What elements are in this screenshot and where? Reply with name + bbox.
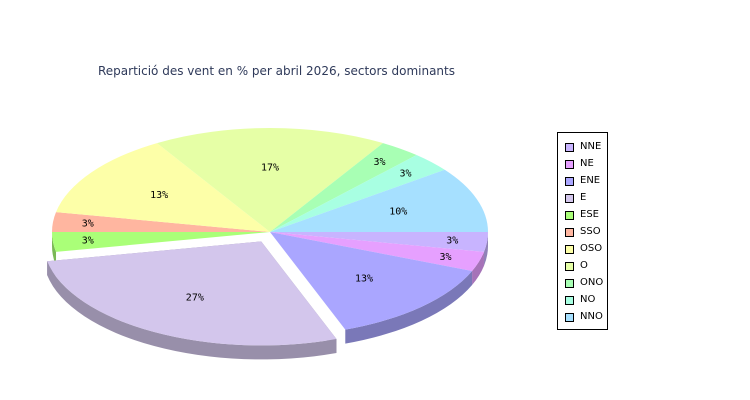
legend-swatch xyxy=(565,159,574,169)
legend-swatch xyxy=(565,261,574,271)
legend-label: OSO xyxy=(580,243,603,254)
legend-item-no: NO xyxy=(565,294,595,306)
slice-side-ne xyxy=(472,251,484,286)
slice-side-e xyxy=(47,261,337,360)
slice-ne xyxy=(270,232,484,272)
slice-label-o: 17% xyxy=(261,163,279,174)
slice-side-nne xyxy=(483,232,488,266)
legend-swatch xyxy=(565,244,574,254)
slice-label-sso: 3% xyxy=(82,219,94,230)
slice-label-ne: 3% xyxy=(440,252,452,263)
legend-item-ene: ENE xyxy=(565,175,600,187)
slice-side-ese xyxy=(52,232,57,266)
slice-label-nno: 10% xyxy=(389,207,407,218)
slice-label-nne: 3% xyxy=(446,235,458,246)
slice-no xyxy=(270,155,445,232)
slice-ese xyxy=(52,232,270,252)
slice-o xyxy=(156,128,384,232)
slice-label-ono: 3% xyxy=(374,157,386,168)
legend-item-nno: NNO xyxy=(565,311,603,323)
chart-title: Repartició des vent en % per abril 2026,… xyxy=(98,64,455,78)
legend-item-oso: OSO xyxy=(565,243,602,255)
legend-swatch xyxy=(565,227,574,237)
legend-swatch xyxy=(565,193,574,203)
slice-label-ene: 13% xyxy=(355,273,373,284)
slice-label-ese: 3% xyxy=(82,235,94,246)
legend-label: NO xyxy=(580,294,596,305)
slice-nne xyxy=(270,232,488,252)
legend-swatch xyxy=(565,295,574,305)
legend-label: NE xyxy=(580,158,594,169)
legend-swatch xyxy=(565,312,574,322)
legend-label: SSO xyxy=(580,226,601,237)
slice-sso xyxy=(52,212,270,232)
legend-label: ESE xyxy=(580,209,599,220)
legend-label: ONO xyxy=(580,277,604,288)
slice-side-ene xyxy=(345,271,473,344)
legend-label: NNO xyxy=(580,311,603,322)
slice-ene xyxy=(270,232,473,330)
legend-item-ese: ESE xyxy=(565,209,599,221)
legend-item-o: O xyxy=(565,260,588,272)
legend-swatch xyxy=(565,176,574,186)
legend-label: ENE xyxy=(580,175,601,186)
slice-label-no: 3% xyxy=(400,168,412,179)
legend-label: E xyxy=(580,192,587,203)
slice-oso xyxy=(56,143,270,232)
legend-item-ne: NE xyxy=(565,158,594,170)
legend-item-e: E xyxy=(565,192,586,204)
legend: NNE NE ENE E ESE SSO OSO O ONO NO NNO xyxy=(557,132,608,330)
legend-swatch xyxy=(565,142,574,152)
legend-swatch xyxy=(565,278,574,288)
legend-swatch xyxy=(565,210,574,220)
slice-nno xyxy=(270,169,488,232)
slice-ono xyxy=(270,143,417,232)
legend-label: O xyxy=(580,260,588,271)
slice-e xyxy=(47,241,337,346)
legend-item-ono: ONO xyxy=(565,277,603,289)
slice-label-oso: 13% xyxy=(150,190,168,201)
legend-item-nne: NNE xyxy=(565,141,601,153)
legend-item-sso: SSO xyxy=(565,226,601,238)
slice-label-e: 27% xyxy=(186,293,204,304)
legend-label: NNE xyxy=(580,141,602,152)
